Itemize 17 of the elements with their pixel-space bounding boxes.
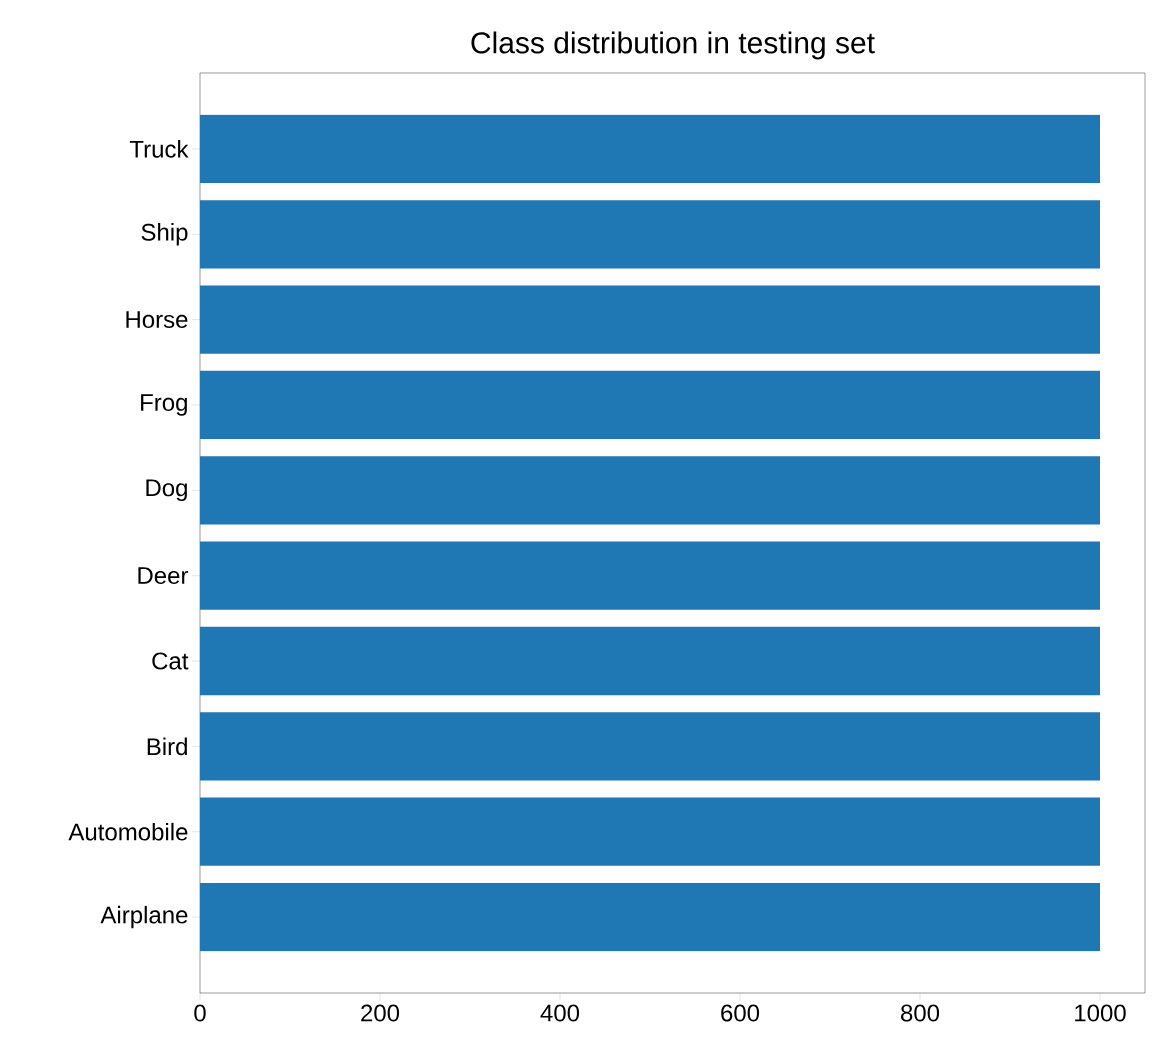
x-tick-label: 600 [721,1004,760,1022]
x-tick-label: 200 [361,1004,400,1022]
y-tick-label: Airplane [100,905,188,929]
y-tick-label: Ship [141,223,188,246]
y-tick-label: Bird [147,737,187,756]
chart-title: Class distribution in testing set [471,31,875,60]
x-tick-label: 1000 [1075,1004,1126,1022]
x-tick-label: 400 [540,1004,580,1022]
y-tick-label: Dog [146,479,187,502]
y-tick-label: Truck [129,140,189,158]
y-tick-label: Deer [138,567,189,585]
y-tick-label: Horse [126,311,188,328]
y-tick-label: Cat [152,652,189,670]
x-tick-label: 0 [194,1004,206,1022]
y-tick-label: Frog [141,394,187,416]
y-tick-label: Automobile [68,822,188,841]
x-tick-label: 800 [901,1004,940,1022]
